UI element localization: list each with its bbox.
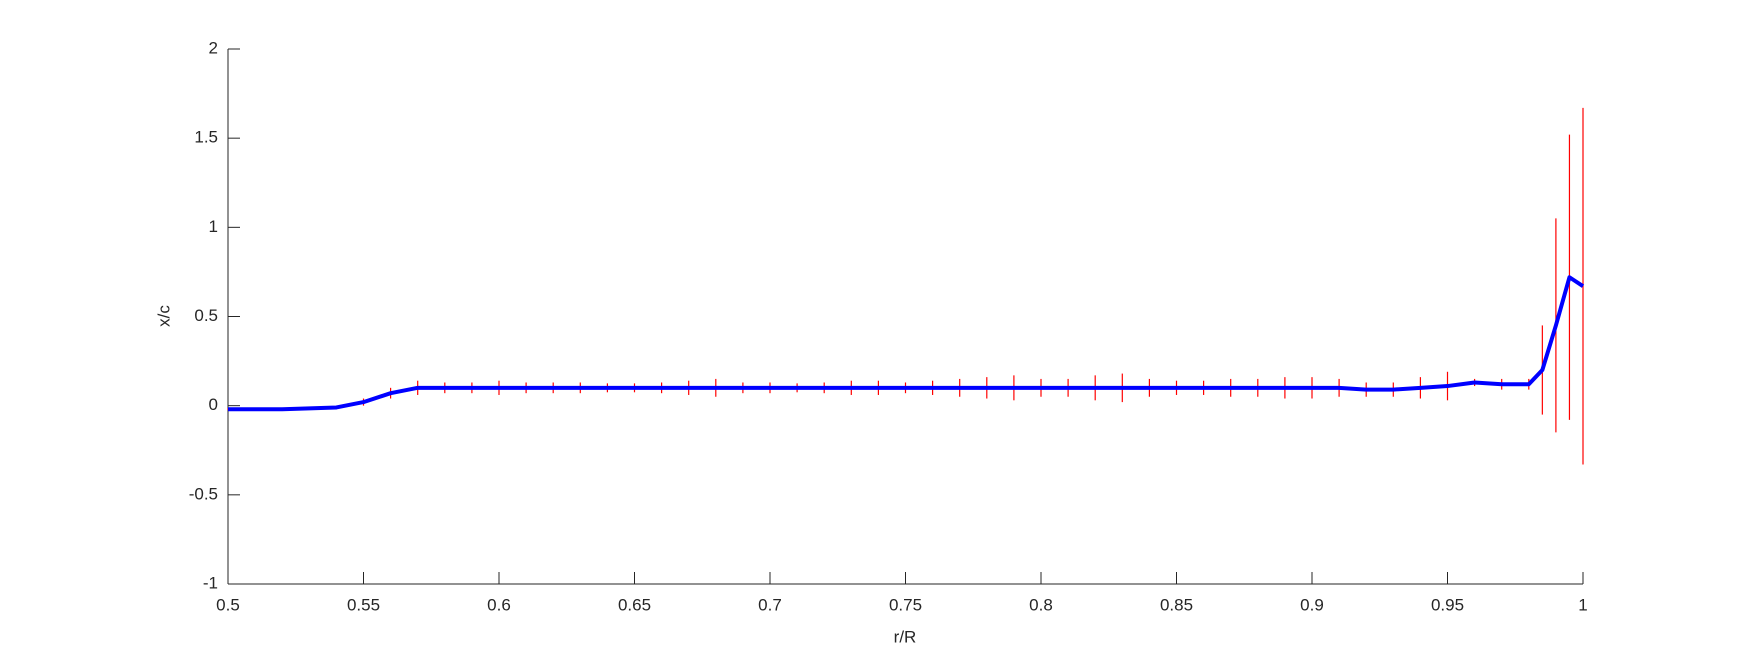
x-tick-label: 0.5 xyxy=(216,595,240,614)
y-tick-label: -0.5 xyxy=(189,484,218,503)
x-tick-label: 0.7 xyxy=(758,595,782,614)
x-tick-label: 0.55 xyxy=(347,595,380,614)
y-tick-label: 1.5 xyxy=(194,128,218,147)
x-tick-label: 0.8 xyxy=(1029,595,1053,614)
data-line xyxy=(228,275,1585,412)
y-tick-label: -1 xyxy=(203,573,218,592)
x-tick-label: 0.85 xyxy=(1160,595,1193,614)
x-tick-label: 0.9 xyxy=(1300,595,1324,614)
y-tick-label: 2 xyxy=(209,38,218,57)
x-tick-label: 0.65 xyxy=(618,595,651,614)
x-axis-label: r/R xyxy=(894,627,917,646)
y-tick-label: 0.5 xyxy=(194,306,218,325)
y-tick-label: 0 xyxy=(209,395,218,414)
x-tick-label: 0.95 xyxy=(1431,595,1464,614)
x-tick-label: 0.75 xyxy=(889,595,922,614)
x-tick-label: 0.6 xyxy=(487,595,511,614)
x-tick-label: 1 xyxy=(1578,595,1587,614)
y-tick-label: 1 xyxy=(209,217,218,236)
y-axis-label: x/c xyxy=(154,305,173,327)
